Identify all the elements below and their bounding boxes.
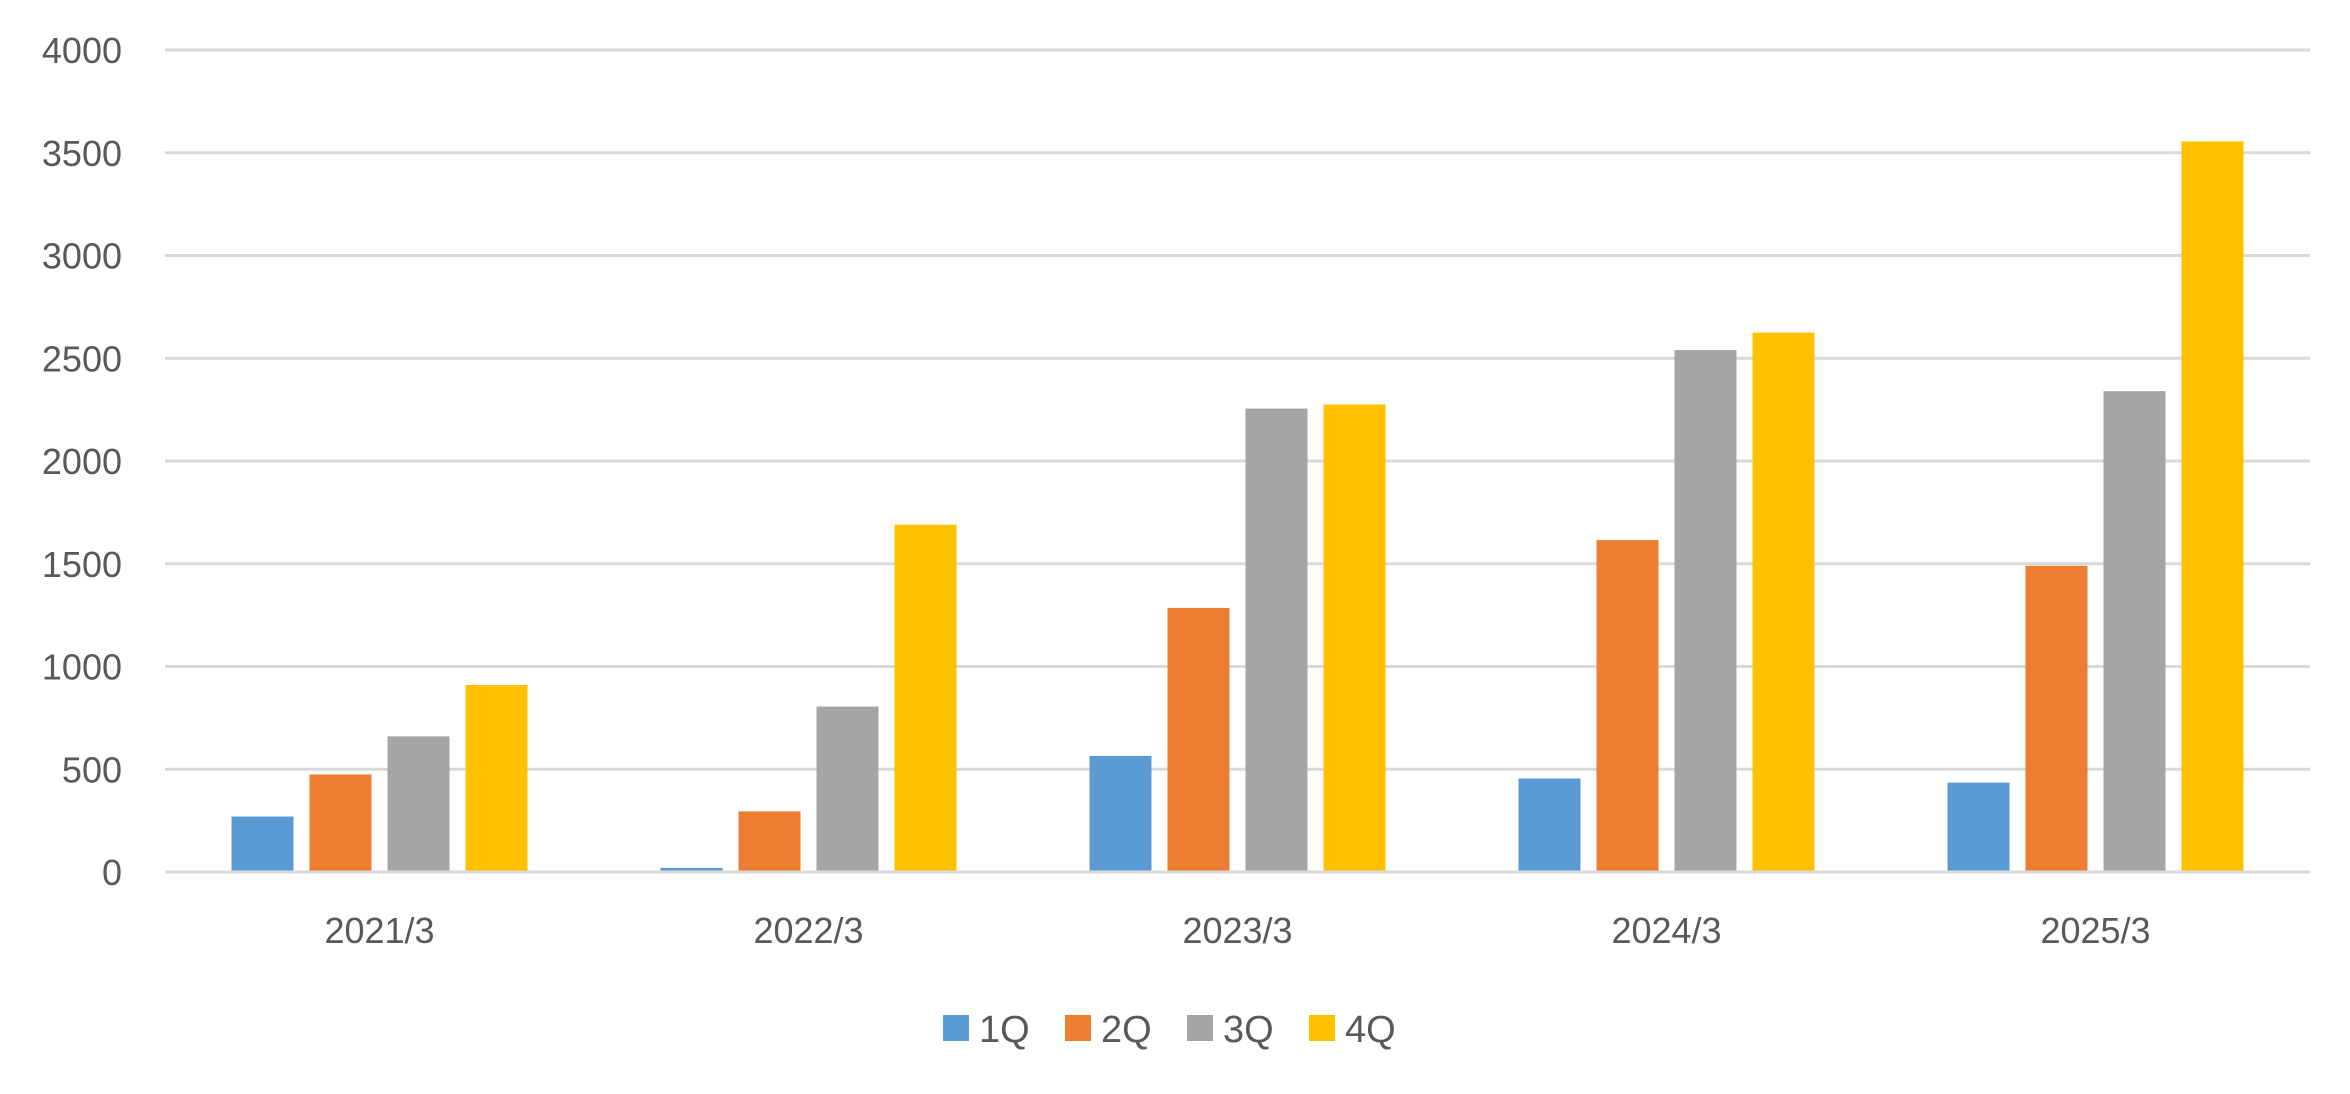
bar-2q-2022-3 <box>738 811 801 872</box>
x-tick-label: 2022/3 <box>753 910 863 951</box>
bar-1q-2022-3 <box>660 867 723 872</box>
legend-item-3q: 3Q <box>1187 1009 1274 1051</box>
bar-3q-2025-3 <box>2103 391 2166 872</box>
legend-item-1q: 1Q <box>943 1009 1030 1051</box>
x-tick-label: 2023/3 <box>1182 910 1292 951</box>
bar-1q-2025-3 <box>1947 782 2010 872</box>
legend-label: 2Q <box>1101 1009 1152 1051</box>
bar-4q-2023-3 <box>1323 404 1386 872</box>
gridlines <box>165 48 2310 771</box>
y-tick-label: 3000 <box>42 236 122 277</box>
bar-3q-2022-3 <box>816 706 879 872</box>
bar-3q-2023-3 <box>1245 408 1308 872</box>
legend-item-4q: 4Q <box>1309 1009 1396 1051</box>
bar-4q-2022-3 <box>894 524 957 872</box>
legend-label: 3Q <box>1223 1009 1274 1051</box>
y-tick-label: 1000 <box>42 647 122 688</box>
y-tick-label: 500 <box>62 749 122 790</box>
bar-2q-2021-3 <box>309 774 372 872</box>
x-tick-label: 2021/3 <box>324 910 434 951</box>
x-tick-label: 2024/3 <box>1611 910 1721 951</box>
legend-swatch <box>1065 1015 1091 1041</box>
x-tick-label: 2025/3 <box>2040 910 2150 951</box>
y-axis: 0 500 1000 1500 2000 2500 3000 3500 4000 <box>42 30 122 893</box>
x-axis: 2021/3 2022/3 2023/3 2024/3 2025/3 <box>165 870 2310 951</box>
bar-3q-2024-3 <box>1674 350 1737 872</box>
bar-2q-2024-3 <box>1596 540 1659 872</box>
legend-swatch <box>943 1015 969 1041</box>
bar-1q-2023-3 <box>1089 755 1152 872</box>
bar-2q-2025-3 <box>2025 565 2088 872</box>
legend-item-2q: 2Q <box>1065 1009 1152 1051</box>
bar-3q-2021-3 <box>387 736 450 872</box>
y-tick-label: 4000 <box>42 30 122 71</box>
bar-4q-2025-3 <box>2181 141 2244 872</box>
bar-4q-2024-3 <box>1752 332 1815 872</box>
bar-1q-2021-3 <box>231 816 294 872</box>
legend-label: 4Q <box>1345 1009 1396 1051</box>
bar-2q-2023-3 <box>1167 607 1230 872</box>
y-tick-label: 2500 <box>42 338 122 379</box>
y-tick-label: 3500 <box>42 133 122 174</box>
legend-label: 1Q <box>979 1009 1030 1051</box>
y-tick-label: 1500 <box>42 544 122 585</box>
y-tick-label: 2000 <box>42 441 122 482</box>
legend: 1Q 2Q 3Q 4Q <box>943 1009 1396 1051</box>
bar-1q-2024-3 <box>1518 778 1581 872</box>
legend-swatch <box>1309 1015 1335 1041</box>
bar-4q-2021-3 <box>465 684 528 872</box>
legend-swatch <box>1187 1015 1213 1041</box>
bars <box>231 141 2244 872</box>
y-tick-label: 0 <box>102 852 122 893</box>
